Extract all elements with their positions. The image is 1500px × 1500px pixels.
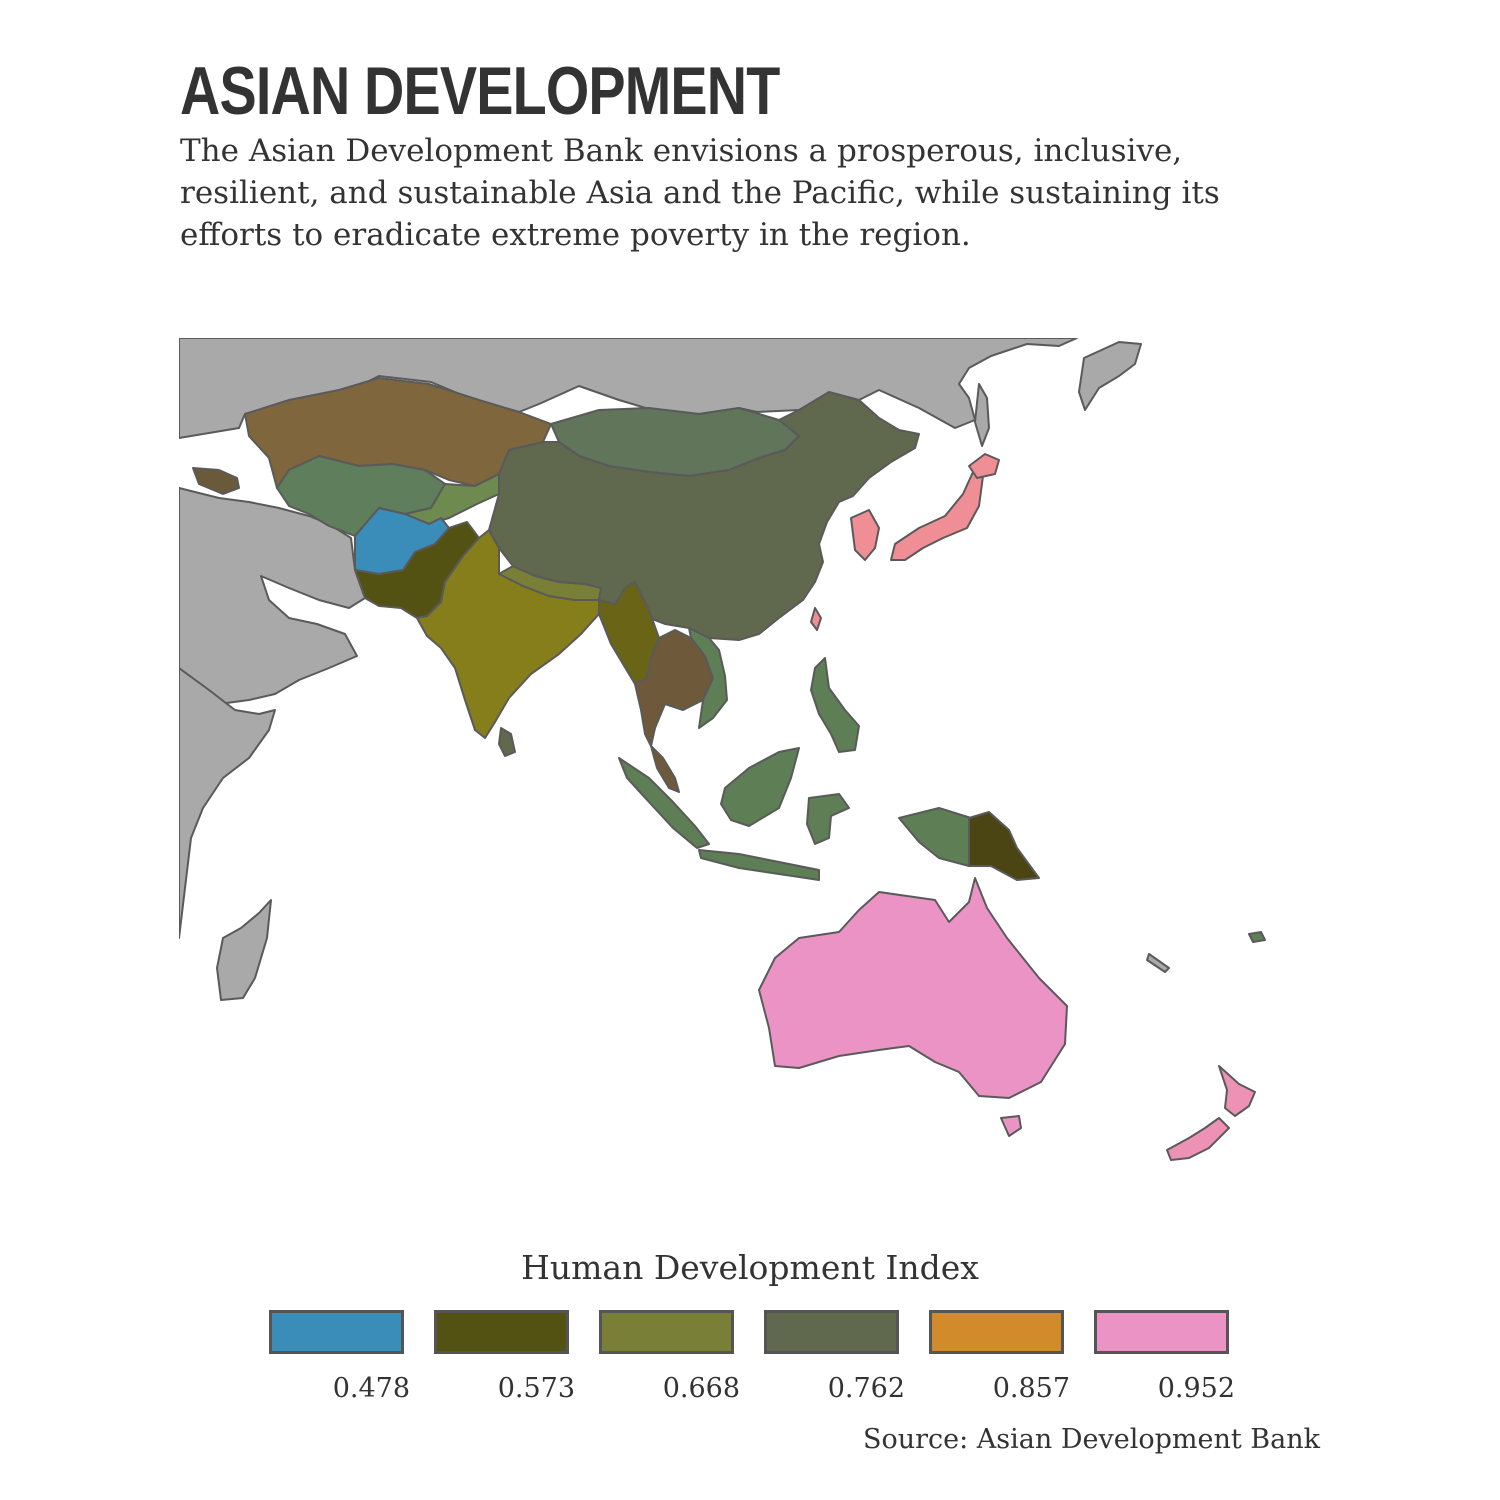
region-madagascar xyxy=(216,899,272,1001)
legend-label-2: 0.573 xyxy=(497,1373,575,1404)
region-west-papua xyxy=(898,807,972,867)
legend-label-1: 0.478 xyxy=(332,1373,410,1404)
legend-label-4: 0.762 xyxy=(827,1373,905,1404)
legend-swatch-4 xyxy=(764,1310,899,1354)
legend-swatch-1 xyxy=(269,1310,404,1354)
region-sri-lanka xyxy=(498,727,516,757)
region-new-zealand-south xyxy=(1166,1117,1230,1161)
region-kamchatka xyxy=(1078,341,1142,411)
legend-swatch-5 xyxy=(929,1310,1064,1354)
source-note: Source: Asian Development Bank xyxy=(862,1424,1320,1455)
page-title: ASIAN DEVELOPMENT xyxy=(180,53,780,129)
asia-pacific-map xyxy=(179,338,1266,1161)
legend-label-3: 0.668 xyxy=(662,1373,740,1404)
legend-swatch-3 xyxy=(599,1310,734,1354)
region-new-zealand-north xyxy=(1218,1065,1256,1117)
region-caucasus xyxy=(192,467,240,495)
region-hokkaido xyxy=(968,453,1000,479)
page-subtitle: The Asian Development Bank envisions a p… xyxy=(180,133,1220,253)
region-sulawesi xyxy=(806,793,850,845)
region-korea xyxy=(850,509,880,561)
region-java xyxy=(698,849,820,881)
region-papua-new-guinea xyxy=(968,811,1040,881)
region-vietnam xyxy=(688,627,728,729)
region-japan xyxy=(890,471,984,561)
region-china xyxy=(488,391,920,641)
region-malay-peninsula xyxy=(650,745,680,793)
region-sakhalin xyxy=(974,383,990,447)
legend-label-5: 0.857 xyxy=(992,1373,1070,1404)
legend-label-6: 0.952 xyxy=(1157,1373,1235,1404)
region-tasmania xyxy=(1000,1115,1022,1137)
region-australia xyxy=(758,877,1068,1099)
region-middle-east xyxy=(179,487,366,705)
region-philippines xyxy=(810,657,860,753)
region-vanuatu xyxy=(1248,931,1266,943)
region-africa xyxy=(179,667,276,939)
region-sumatra xyxy=(618,757,710,849)
legend-title: Human Development Index xyxy=(521,1248,979,1287)
region-taiwan xyxy=(810,607,822,631)
legend-swatch-6 xyxy=(1094,1310,1229,1354)
region-new-caledonia xyxy=(1146,953,1170,973)
region-borneo xyxy=(720,747,800,827)
legend-swatch-2 xyxy=(434,1310,569,1354)
